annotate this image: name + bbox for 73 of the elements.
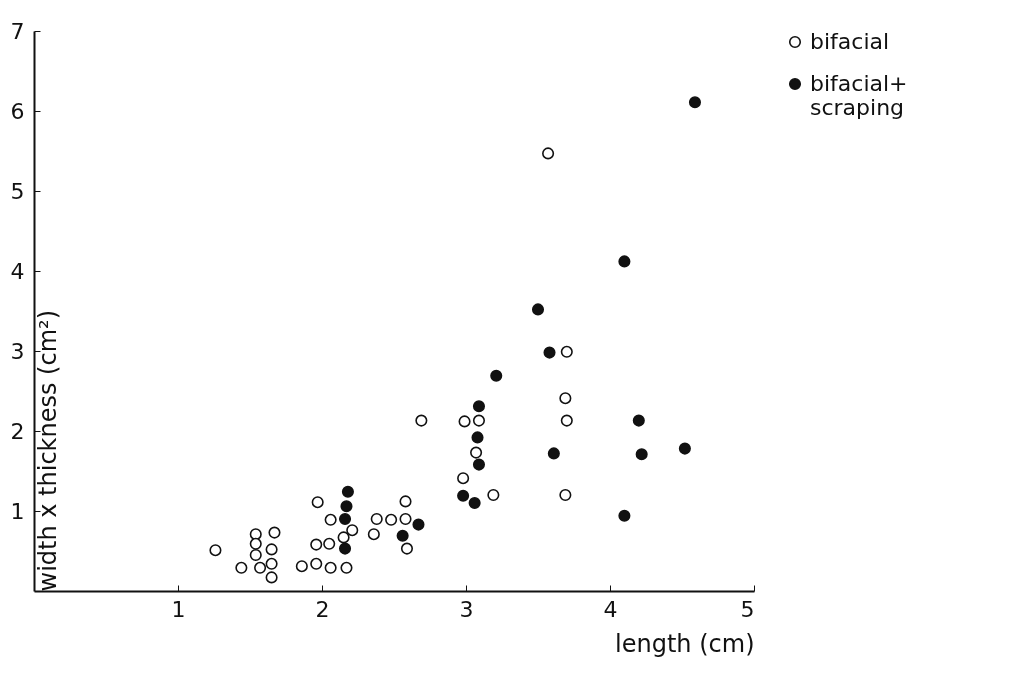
point <box>618 255 631 268</box>
point <box>560 414 573 427</box>
point <box>339 542 352 555</box>
legend-label: bifacial+ scraping <box>810 71 908 120</box>
point <box>254 561 267 574</box>
y-tick-label: 4 <box>10 258 25 284</box>
point <box>547 447 560 460</box>
point <box>396 529 409 542</box>
point <box>310 538 323 551</box>
point <box>340 500 353 513</box>
point <box>412 518 425 531</box>
legend-label: bifacial <box>810 29 890 54</box>
point <box>472 458 485 471</box>
point <box>400 542 413 555</box>
point <box>415 414 428 427</box>
point <box>560 345 573 358</box>
point <box>542 147 555 160</box>
point <box>559 392 572 405</box>
x-tick-label: 1 <box>171 596 186 622</box>
point <box>324 561 337 574</box>
point <box>235 561 248 574</box>
point <box>457 489 470 502</box>
point <box>370 512 383 526</box>
point <box>688 96 701 109</box>
y-tick-label: 3 <box>10 338 25 364</box>
x-tick-label: 5 <box>740 596 755 622</box>
point <box>632 414 645 427</box>
y-axis-title: width x thickness (cm²) <box>33 309 62 592</box>
point <box>346 524 359 537</box>
point <box>471 431 484 444</box>
point <box>472 414 485 427</box>
point <box>678 442 691 455</box>
x-tick-label: 2 <box>315 596 330 622</box>
point <box>472 400 485 413</box>
point <box>385 513 398 526</box>
point <box>559 488 572 502</box>
x-tick-label: 4 <box>603 596 618 622</box>
point <box>265 543 278 556</box>
point <box>249 548 262 562</box>
point <box>295 560 308 573</box>
point <box>311 496 324 509</box>
point <box>249 537 262 550</box>
point <box>490 369 503 382</box>
x-tick-label: 3 <box>459 596 474 622</box>
y-tick-label: 6 <box>10 98 25 124</box>
point <box>268 526 281 539</box>
x-axis-title: length (cm) <box>615 629 755 658</box>
point <box>531 303 545 316</box>
point <box>543 346 556 359</box>
point <box>468 496 481 510</box>
y-tick-label: 7 <box>10 18 25 44</box>
point <box>458 415 471 428</box>
y-tick-label: 2 <box>10 418 25 444</box>
point <box>399 512 412 526</box>
point <box>265 557 278 570</box>
point <box>399 495 412 508</box>
point <box>339 512 352 526</box>
point <box>340 561 353 574</box>
point <box>487 488 500 502</box>
point <box>310 557 323 570</box>
point <box>470 446 483 459</box>
point <box>323 537 336 550</box>
point <box>341 485 354 498</box>
point <box>457 472 470 485</box>
y-tick-label: 1 <box>10 498 25 524</box>
point <box>337 531 350 544</box>
point <box>367 528 380 541</box>
point <box>209 544 222 557</box>
point <box>618 509 631 522</box>
point <box>635 448 648 461</box>
point <box>324 513 337 526</box>
point <box>265 571 278 584</box>
y-tick-label: 5 <box>10 178 25 204</box>
